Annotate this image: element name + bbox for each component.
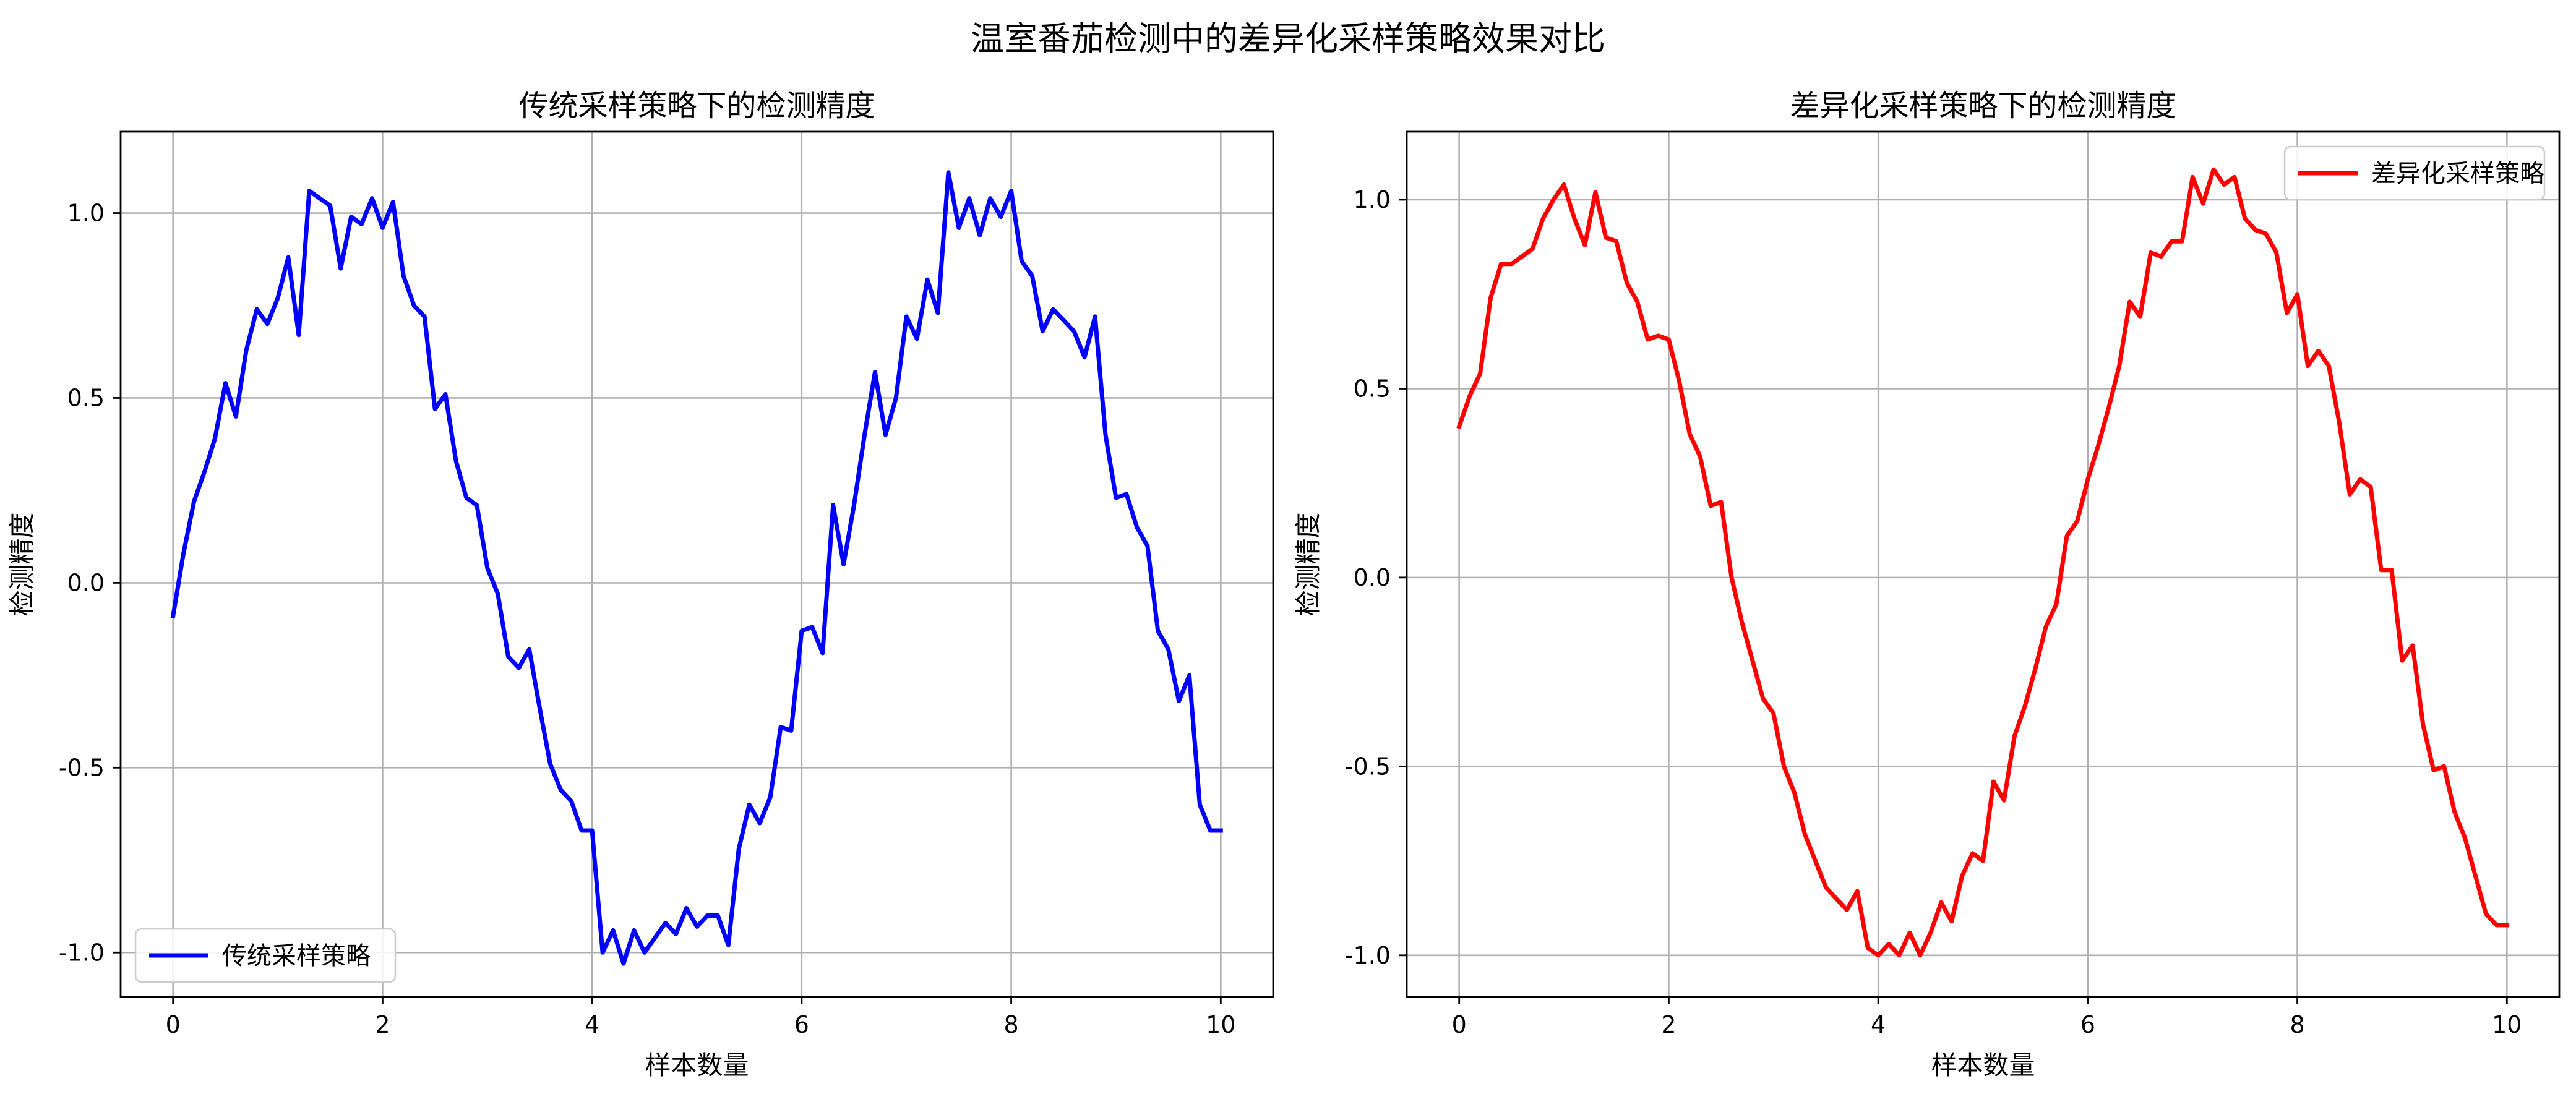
x-tick-label: 4	[1871, 1011, 1886, 1038]
y-tick-label: 1.0	[67, 200, 105, 227]
y-axis-label: 检测精度	[1293, 512, 1323, 616]
series-line	[1456, 167, 2509, 958]
x-axis-label: 样本数量	[1931, 1050, 2035, 1080]
chart-title: 差异化采样策略下的检测精度	[1790, 88, 2176, 123]
chart-title: 传统采样策略下的检测精度	[518, 88, 875, 123]
chart-traditional-sampling: 0 2 4 6 8 10 -1.0 -0.5 0.0 0.5 1.0 传统采样策略下的检测精度样本数量…	[7, 88, 1274, 1080]
x-tick-label: 6	[794, 1011, 809, 1038]
legend: 差异化采样策略	[2283, 145, 2546, 201]
legend-label: 差异化采样策略	[2371, 160, 2544, 188]
x-tick-label: 0	[1452, 1011, 1467, 1038]
x-tick-label: 0	[166, 1011, 181, 1038]
x-tick-label: 10	[1206, 1011, 1235, 1038]
x-axis-label: 样本数量	[645, 1050, 749, 1080]
x-tick-label: 6	[2080, 1011, 2095, 1038]
y-tick-label: 1.0	[1354, 186, 1391, 213]
y-tick-label: 0.5	[67, 384, 105, 411]
x-tick-label: 10	[2492, 1011, 2522, 1038]
legend-box	[2283, 145, 2546, 201]
y-tick-label: 0.5	[1354, 375, 1391, 402]
legend-box	[134, 928, 397, 983]
axes-frame	[119, 130, 1274, 998]
y-tick-label: -0.5	[1345, 753, 1391, 780]
y-tick-label: -1.0	[1345, 942, 1391, 969]
x-tick-label: 8	[1003, 1011, 1018, 1038]
y-tick-label: 0.0	[67, 569, 105, 596]
y-axis-label: 检测精度	[7, 512, 37, 616]
x-tick-label: 2	[1661, 1011, 1676, 1038]
x-tick-label: 2	[375, 1011, 390, 1038]
axes-frame	[1406, 130, 2561, 998]
y-tick-label: -1.0	[59, 939, 105, 966]
y-tick-label: 0.0	[1354, 564, 1391, 591]
series-line	[170, 170, 1223, 966]
y-tick-label: -0.5	[59, 754, 105, 781]
x-tick-label: 8	[2290, 1011, 2304, 1038]
legend: 传统采样策略	[134, 928, 397, 983]
chart-differentiated-sampling: 0 2 4 6 8 10 -1.0 -0.5 0.0 0.5 1.0 差异化采样策略下的检测精度样本数…	[1293, 88, 2561, 1080]
x-tick-label: 4	[585, 1011, 599, 1038]
legend-label: 传统采样策略	[222, 942, 371, 970]
figure-title: 温室番茄检测中的差异化采样策略效果对比	[971, 19, 1605, 58]
